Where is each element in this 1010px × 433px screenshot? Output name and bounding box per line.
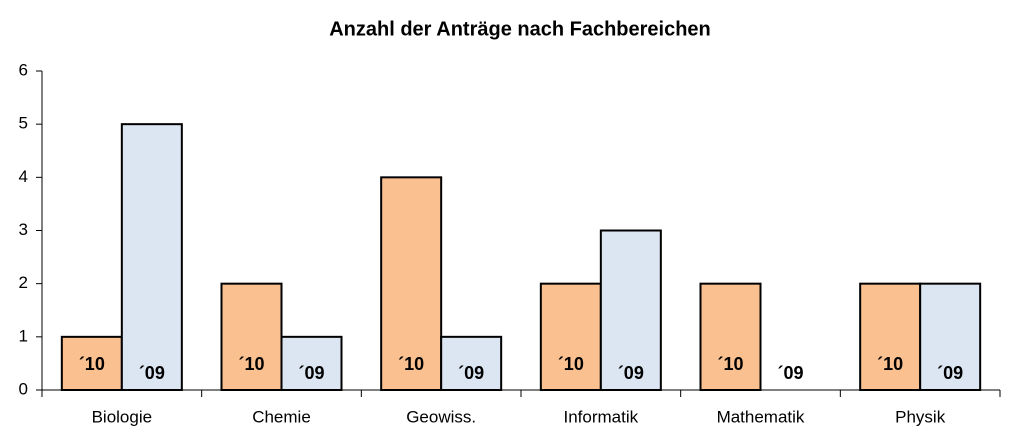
bar-label: ´09	[618, 363, 644, 383]
bar	[699, 282, 762, 391]
x-tick-label: Chemie	[252, 407, 311, 426]
y-tick-label: 2	[19, 273, 28, 292]
x-tick-label: Informatik	[564, 407, 639, 426]
bar-label: ´10	[238, 354, 264, 374]
bar-label: ´09	[298, 363, 324, 383]
y-tick-label: 3	[19, 220, 28, 239]
bar	[280, 335, 343, 392]
bar-label: ´10	[79, 354, 105, 374]
y-tick-label: 6	[19, 60, 28, 79]
bar	[220, 282, 283, 391]
y-tick-label: 5	[19, 114, 28, 133]
bar-label: ´10	[558, 354, 584, 374]
x-tick-label: Geowiss.	[406, 407, 476, 426]
x-tick-label: Mathematik	[717, 407, 805, 426]
bar-label: ´10	[398, 354, 424, 374]
bar	[440, 335, 503, 392]
bar-label: ´10	[717, 354, 743, 374]
chart-title: Anzahl der Anträge nach Fachbereichen	[329, 18, 711, 40]
bar-label: ´09	[937, 363, 963, 383]
bar	[60, 335, 123, 392]
x-tick-label: Biologie	[92, 407, 153, 426]
bar	[919, 282, 982, 391]
y-tick-label: 1	[19, 326, 28, 345]
bar-label: ´09	[139, 363, 165, 383]
y-tick-label: 4	[19, 167, 28, 186]
y-tick-label: 0	[19, 379, 28, 398]
bar	[859, 282, 922, 391]
bar	[120, 123, 183, 392]
bar-label: ´09	[458, 363, 484, 383]
bar	[380, 176, 443, 391]
bar-label: ´09	[777, 363, 803, 383]
bar-label: ´10	[877, 354, 903, 374]
x-tick-label: Physik	[895, 407, 946, 426]
bar	[599, 229, 662, 391]
bar	[539, 282, 602, 391]
